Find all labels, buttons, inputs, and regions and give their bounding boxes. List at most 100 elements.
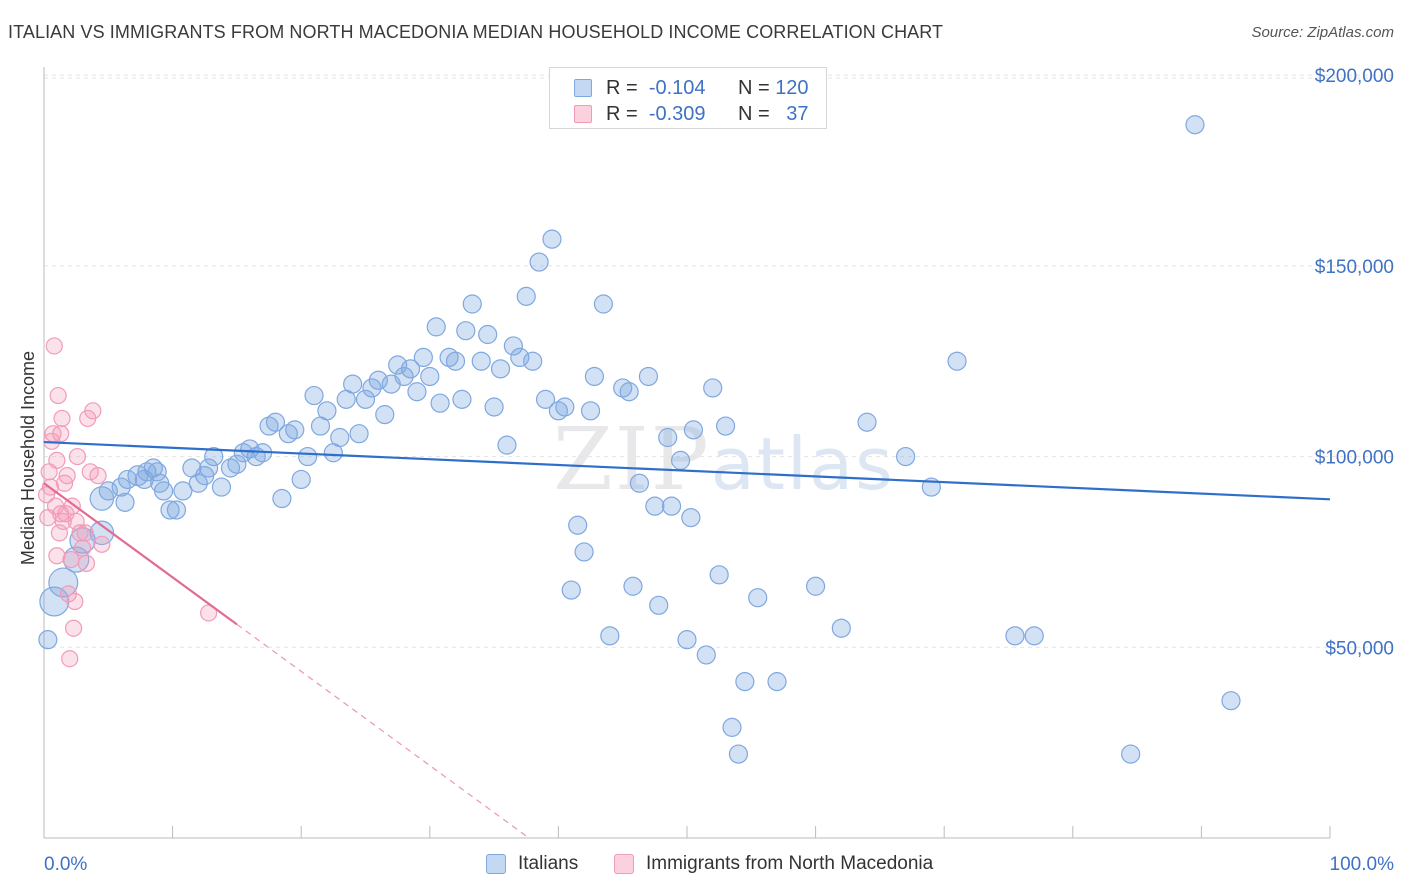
italians-point	[304, 385, 324, 406]
legend-swatch-italians	[574, 79, 592, 97]
italians-point	[805, 576, 826, 596]
macedonia-point	[66, 592, 84, 611]
y-tick-label: $200,000	[1315, 66, 1394, 87]
legend-n-value-italians: 120	[775, 76, 809, 99]
italians-point	[735, 672, 755, 692]
italians-point	[160, 500, 180, 520]
x-tick-label-max: 100.0%	[1330, 854, 1395, 875]
series-label-macedonia: Immigrants from North Macedonia	[646, 853, 934, 874]
y-tick-labels: $50,000 $100,000 $150,000 $200,000	[1315, 66, 1394, 659]
italians-point	[568, 515, 588, 535]
italians-point	[497, 435, 517, 455]
italians-point	[362, 378, 382, 398]
italians-point	[1024, 626, 1044, 646]
italians-point	[658, 427, 678, 448]
italians-point	[681, 507, 701, 528]
italians-point	[211, 477, 232, 497]
italians-point	[523, 351, 543, 371]
italians-point	[677, 630, 697, 650]
italians-point	[623, 576, 643, 596]
y-tick-label: $50,000	[1325, 638, 1394, 659]
grid-lines	[44, 74, 1394, 648]
italians-point	[510, 347, 530, 367]
italians-point	[147, 462, 167, 482]
legend-row-italians: R = -0.104 N = 120	[574, 75, 809, 101]
y-tick-label: $150,000	[1315, 257, 1394, 278]
macedonia-point	[49, 386, 67, 405]
italians-point	[638, 366, 659, 387]
italians-trend-line	[43, 440, 1331, 501]
italians-point	[1185, 115, 1205, 135]
italians-point	[857, 412, 877, 432]
italians-point	[593, 294, 614, 314]
x-ticks	[43, 826, 1331, 838]
italians-point	[722, 717, 742, 737]
italians-point	[153, 481, 174, 501]
italians-point	[98, 481, 118, 501]
stats-legend: R = -0.104 N = 120 R = -0.309 N = 37	[549, 67, 827, 129]
italians-point	[188, 473, 208, 493]
italians-point	[629, 473, 650, 493]
italians-point	[580, 401, 601, 421]
italians-point	[767, 672, 787, 692]
y-axis-title: Median Household Income	[18, 351, 38, 565]
italians-point	[317, 401, 337, 421]
italians-point	[516, 286, 536, 306]
macedonia-point	[68, 447, 87, 466]
macedonia-point	[89, 467, 107, 485]
macedonia-point	[76, 524, 94, 542]
macedonia-points	[37, 337, 218, 668]
italians-point	[715, 416, 736, 436]
italians-point	[561, 580, 581, 600]
italians-point	[452, 389, 472, 409]
italians-point	[265, 412, 286, 432]
macedonia-point	[64, 619, 83, 637]
italians-point	[831, 618, 851, 638]
series-label-italians: Italians	[518, 853, 579, 874]
series-legend-italians[interactable]: Italians	[486, 851, 578, 877]
macedonia-point	[48, 547, 66, 565]
italians-point	[38, 630, 58, 650]
italians-point	[670, 450, 691, 470]
italians-point	[115, 492, 135, 512]
italians-point	[696, 645, 716, 665]
italians-point	[574, 542, 594, 562]
italians-point	[542, 229, 562, 249]
italians-point	[1221, 691, 1241, 711]
italians-point	[709, 565, 729, 585]
italians-point	[388, 355, 408, 375]
italians-point	[166, 500, 187, 520]
macedonia-point	[61, 650, 79, 668]
italians-point	[645, 496, 665, 516]
series-swatch-italians	[486, 854, 506, 874]
y-tick-label: $100,000	[1315, 448, 1394, 469]
italians-point	[683, 420, 704, 440]
italians-point	[896, 446, 916, 467]
italians-point	[330, 427, 350, 448]
italians-point	[1005, 626, 1025, 646]
italians-point	[430, 393, 450, 413]
italians-point	[111, 477, 131, 497]
italians-point	[355, 389, 376, 409]
italians-point	[649, 595, 669, 615]
italians-point	[48, 567, 79, 598]
macedonia-trend-extension	[236, 623, 527, 837]
macedonia-point	[45, 337, 63, 355]
italians-point	[240, 439, 260, 459]
italians-point	[503, 336, 523, 356]
italians-point	[661, 496, 682, 516]
legend-r-value-italians: -0.104	[648, 76, 706, 99]
legend-r-value-macedonia: -0.309	[648, 102, 706, 125]
macedonia-point	[48, 451, 66, 469]
series-legend-macedonia[interactable]: Immigrants from North Macedonia	[614, 851, 933, 877]
macedonia-point	[84, 402, 102, 420]
series-swatch-macedonia	[614, 854, 634, 874]
italians-point	[728, 744, 749, 764]
italians-point	[490, 359, 511, 379]
italians-point	[426, 317, 446, 337]
macedonia-point	[77, 554, 96, 572]
italians-point	[584, 366, 605, 387]
italians-point	[471, 351, 491, 371]
italians-points	[38, 115, 1241, 764]
watermark: ZIPatlas	[553, 410, 895, 510]
